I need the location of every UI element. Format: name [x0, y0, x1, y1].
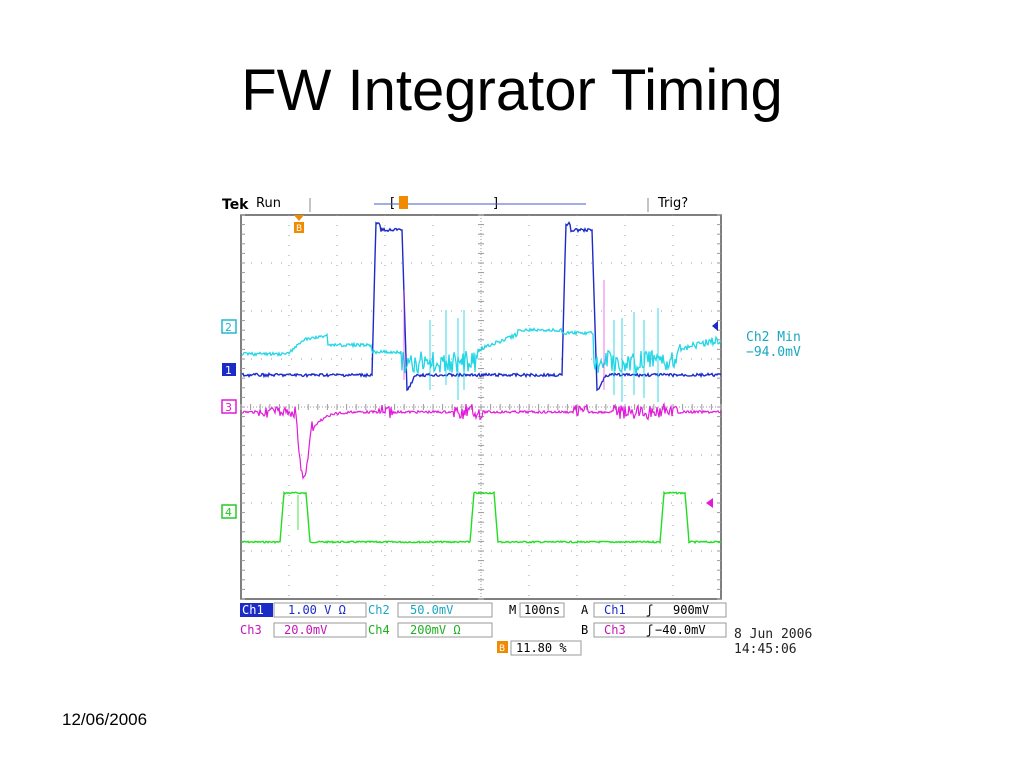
ch4-level-arrow [706, 498, 713, 508]
timestamp: 8 Jun 2006 14:45:06 [734, 627, 812, 657]
ch4-setting: 200mV Ω [410, 623, 461, 637]
trigger-a-level: 900mV [673, 603, 709, 617]
ch1-setting: 1.00 V Ω [288, 603, 346, 617]
measurement-value: −94.0mV [746, 345, 801, 360]
ch2-trace [241, 327, 722, 376]
slide-title: FW Integrator Timing [241, 58, 783, 123]
slide-date: 12/06/2006 [62, 710, 148, 729]
svg-text:1: 1 [225, 364, 232, 377]
svg-text:4: 4 [225, 506, 232, 519]
trigger-status: Trig? [657, 196, 688, 211]
status-bar: Ch1 1.00 V Ω Ch2 50.0mV M 100ns A Ch1 ʃ … [240, 602, 727, 656]
ch3-trace [241, 402, 722, 480]
ch4-trace [241, 490, 722, 545]
ch4-label: Ch4 [368, 623, 390, 637]
ch2-level-arrow [712, 321, 718, 331]
trigger-a-channel: Ch1 [604, 603, 626, 617]
ch3-setting: 20.0mV [284, 623, 327, 637]
channel-marker-2: 2 [221, 319, 237, 334]
trigger-b-slope: ʃ [646, 623, 653, 637]
svg-text:3: 3 [225, 401, 232, 414]
ch2-label: Ch2 [368, 603, 390, 617]
timestamp-time: 14:45:06 [734, 642, 797, 657]
cursor-b-badge [294, 222, 304, 233]
trigger-a-label: A [581, 603, 589, 617]
brand-logo: Tek [222, 197, 249, 213]
cursor-b-letter: B [296, 224, 302, 234]
cursor-b-percent: 11.80 % [516, 641, 567, 655]
measurement-readout: Ch2 Min −94.0mV [746, 330, 801, 360]
channel-marker-4: 4 [221, 504, 237, 519]
timebase-label: M [509, 603, 516, 617]
oscilloscope-display: Tek Run [ ] Trig? B 2 1 [221, 196, 727, 656]
ch3-label: Ch3 [240, 623, 262, 637]
trigger-position-marker [399, 196, 408, 209]
channel-marker-1: 1 [222, 363, 236, 377]
measurement-label: Ch2 Min [746, 330, 801, 345]
oscilloscope-screenshot: Tek Run [ ] Trig? B 2 1 [218, 190, 838, 660]
timebase-value: 100ns [524, 603, 560, 617]
ch1-trace [241, 221, 722, 392]
waveform-traces [241, 221, 722, 545]
timestamp-date: 8 Jun 2006 [734, 627, 813, 642]
cursor-b-arrow [294, 215, 304, 221]
trigger-b-label: B [581, 623, 588, 637]
trigger-b-level: −40.0mV [655, 623, 706, 637]
run-state: Run [256, 196, 281, 211]
cursor-b-badge-status: B [499, 644, 505, 654]
trigger-b-channel: Ch3 [604, 623, 626, 637]
ch2-setting: 50.0mV [410, 603, 453, 617]
svg-text:2: 2 [225, 321, 232, 334]
channel-marker-3: 3 [221, 399, 237, 414]
ch1-label: Ch1 [242, 603, 264, 617]
trigger-a-slope: ʃ [646, 603, 653, 617]
